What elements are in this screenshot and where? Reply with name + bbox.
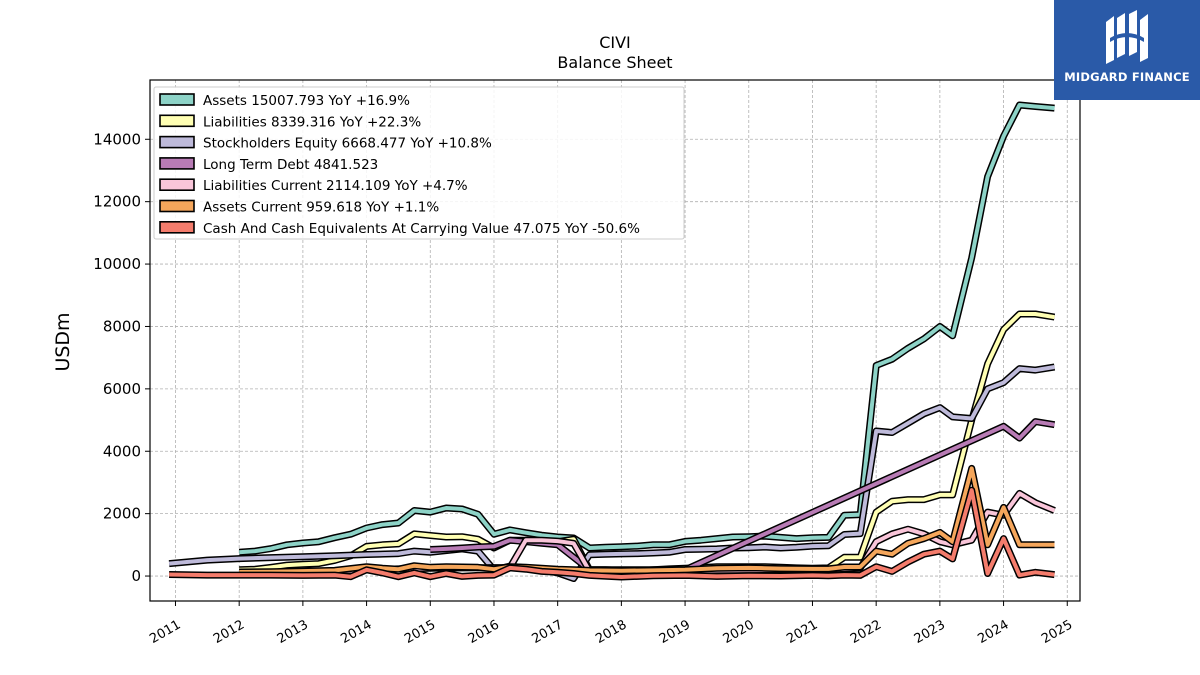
x-tick-label: 2022 [848, 617, 884, 647]
series-line [168, 365, 1055, 581]
x-tick-label: 2020 [721, 617, 757, 647]
legend: Assets 15007.793 YoY +16.9% Liabilities 8… [153, 86, 685, 240]
x-tick-label: 2025 [1039, 617, 1075, 647]
legend-swatch [159, 178, 195, 191]
legend-label: Long Term Debt 4841.523 [203, 157, 378, 173]
series-0 [238, 101, 1055, 556]
y-tick-label: 8000 [103, 317, 141, 335]
chart-title: CIVI [599, 33, 631, 52]
legend-label: Liabilities 8339.316 YoY +22.3% [203, 114, 421, 130]
x-tick-label: 2016 [466, 617, 502, 647]
x-tick-label: 2021 [784, 617, 820, 647]
legend-label: Liabilities Current 2114.109 YoY +4.7% [203, 178, 468, 194]
legend-label: Assets Current 959.618 YoY +1.1% [203, 200, 439, 216]
x-tick-label: 2013 [275, 617, 311, 647]
x-tick-label: 2011 [147, 617, 183, 647]
logo-mark-icon [1106, 10, 1148, 64]
legend-swatch [159, 135, 195, 149]
x-tick-label: 2024 [975, 617, 1011, 647]
logo-text: MIDGARD FINANCE [1064, 70, 1190, 84]
x-tick-label: 2023 [912, 617, 948, 647]
legend-label: Stockholders Equity 6668.477 YoY +10.8% [203, 136, 492, 152]
legend-swatch [159, 221, 195, 234]
legend-swatch [159, 114, 195, 128]
y-tick-label: 14000 [93, 130, 141, 148]
series-6 [169, 486, 1055, 581]
y-axis-label: USDm [52, 312, 74, 371]
series-5 [239, 464, 1055, 576]
legend-swatch [159, 157, 195, 170]
y-tick-label: 0 [131, 567, 141, 585]
x-tick-label: 2019 [657, 617, 693, 647]
x-tick-label: 2015 [402, 617, 438, 647]
y-tick-label: 12000 [93, 193, 141, 211]
y-tick-label: 10000 [93, 255, 141, 273]
series-lines [168, 101, 1056, 582]
series-2 [168, 363, 1056, 582]
y-tick-label: 6000 [103, 380, 141, 398]
x-tick-label: 2017 [530, 617, 566, 647]
legend-swatch [159, 93, 195, 106]
y-tick-label: 4000 [103, 442, 141, 460]
legend-box [153, 86, 685, 240]
midgard-finance-logo: MIDGARD FINANCE [1054, 0, 1200, 100]
series-line [239, 466, 1055, 574]
x-tick-label: 2018 [593, 617, 629, 647]
x-tick-label: 2014 [338, 617, 374, 647]
series-line [239, 103, 1055, 555]
chart-subtitle: Balance Sheet [557, 53, 672, 72]
x-tick-label: 2012 [211, 617, 247, 647]
plot-frame [149, 79, 1081, 602]
legend-label: Assets 15007.793 YoY +16.9% [203, 93, 410, 109]
y-tick-label: 2000 [103, 505, 141, 523]
legend-swatch [159, 199, 195, 213]
legend-label: Cash And Cash Equivalents At Carrying Va… [203, 221, 640, 237]
series-line [169, 488, 1055, 579]
